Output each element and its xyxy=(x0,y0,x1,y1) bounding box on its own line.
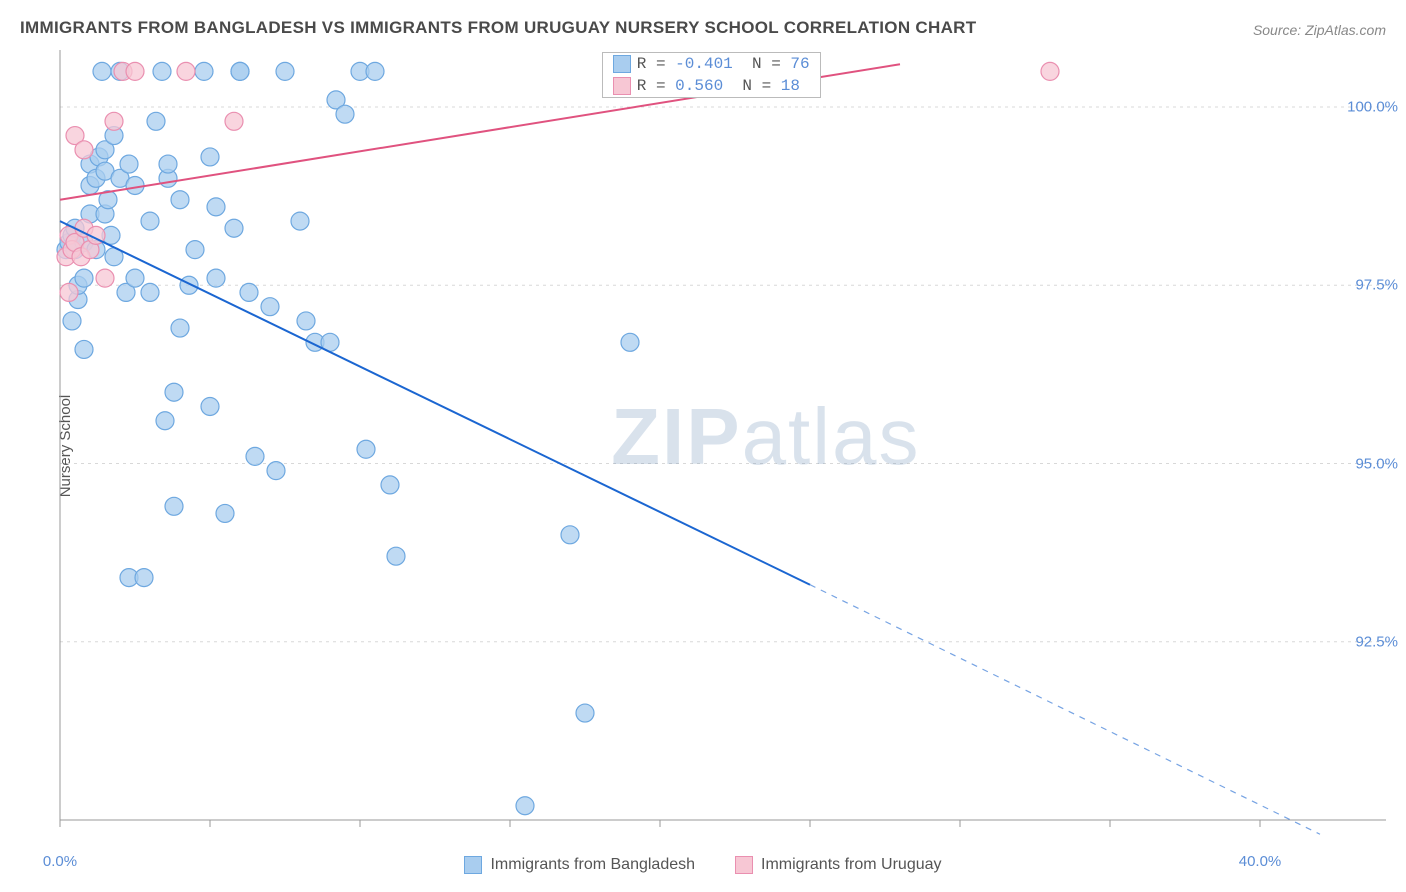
source-label: Source: xyxy=(1253,22,1305,38)
stats-legend-box: R = -0.401 N = 76 R = 0.560 N = 18 xyxy=(602,52,821,98)
legend-item-uruguay: Immigrants from Uruguay xyxy=(735,856,942,874)
stats-row: R = -0.401 N = 76 xyxy=(603,53,820,75)
legend-square-icon xyxy=(735,856,753,874)
chart-area: ZIPatlas R = -0.401 N = 76R = 0.560 N = … xyxy=(50,50,1386,844)
x-tick-label: 40.0% xyxy=(1239,853,1282,870)
source-attribution: Source: ZipAtlas.com xyxy=(1253,22,1386,38)
stats-text: R = -0.401 N = 76 xyxy=(637,55,810,73)
y-tick-label: 95.0% xyxy=(1355,455,1398,472)
legend-label: Immigrants from Uruguay xyxy=(761,856,942,874)
stats-row: R = 0.560 N = 18 xyxy=(603,75,820,97)
y-tick-label: 100.0% xyxy=(1347,99,1398,116)
stats-square-icon xyxy=(613,55,631,73)
bottom-legend: Immigrants from Bangladesh Immigrants fr… xyxy=(0,856,1406,874)
x-tick-label: 0.0% xyxy=(43,853,77,870)
chart-title: IMMIGRANTS FROM BANGLADESH VS IMMIGRANTS… xyxy=(20,18,976,38)
scatter-chart xyxy=(50,50,1386,844)
legend-square-icon xyxy=(464,856,482,874)
legend-item-bangladesh: Immigrants from Bangladesh xyxy=(464,856,695,874)
y-tick-label: 97.5% xyxy=(1355,277,1398,294)
stats-square-icon xyxy=(613,77,631,95)
stats-text: R = 0.560 N = 18 xyxy=(637,77,800,95)
legend-label: Immigrants from Bangladesh xyxy=(490,856,695,874)
source-name: ZipAtlas.com xyxy=(1305,22,1386,38)
y-tick-label: 92.5% xyxy=(1355,633,1398,650)
